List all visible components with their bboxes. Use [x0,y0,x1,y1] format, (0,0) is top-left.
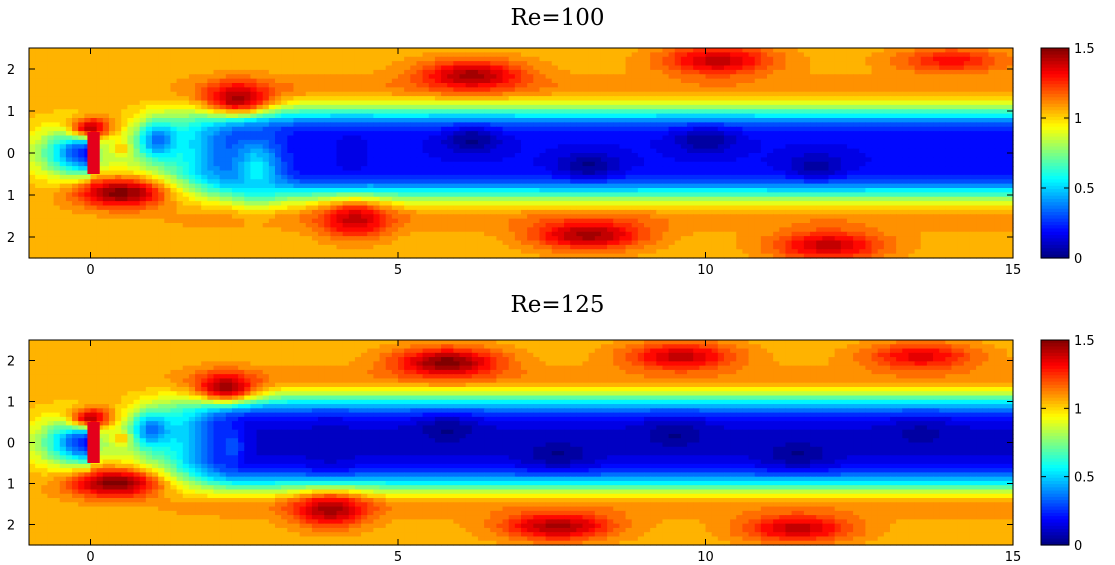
colorbar [1041,340,1069,546]
colorbar-tick-label: 0.5 [1074,182,1095,197]
x-tick-label: 0 [86,550,94,565]
panel-re100: Re=100 0 5 10 15 2 1 0 1 2 0 0.5 1 1.5 [7,5,1095,278]
cylinder-obstacle [87,132,100,174]
colorbar-tick-label: 1 [1074,402,1082,417]
contour-field [29,340,1014,546]
y-tick-label: 2 [7,519,15,534]
y-tick-label: 2 [7,63,15,78]
y-tick-label: 1 [7,189,15,204]
x-tick-label: 0 [86,263,94,278]
colorbar-tick-label: 0.5 [1074,471,1095,486]
colorbar-tick-label: 1.5 [1074,334,1095,349]
plot-title: Re=125 [510,292,605,318]
y-tick-label: 0 [7,147,15,162]
y-tick-label: 1 [7,396,15,411]
colorbar-tick-label: 1 [1074,112,1082,127]
colorbar-tick-label: 1.5 [1074,42,1095,57]
x-tick-label: 5 [394,550,402,565]
y-tick-label: 0 [7,437,15,452]
contour-field [29,48,1014,259]
x-tick-label: 15 [1005,550,1022,565]
x-tick-label: 15 [1005,263,1022,278]
y-tick-label: 2 [7,231,15,246]
colorbar-tick-label: 0 [1074,539,1082,554]
x-tick-label: 5 [394,263,402,278]
y-tick-label: 1 [7,478,15,493]
colorbar-frame [1040,339,1070,546]
y-tick-label: 2 [7,355,15,370]
plot-title: Re=100 [510,5,605,31]
panel-re125: Re=125 0 5 10 15 2 1 0 1 2 0 0.5 1 1.5 [0,283,1115,565]
colorbar-frame [1040,47,1070,259]
colorbar-tick-label: 0 [1074,252,1082,267]
cylinder-obstacle [87,422,100,463]
colorbar [1041,48,1069,259]
x-tick-label: 10 [697,550,714,565]
y-tick-label: 1 [7,105,15,120]
x-tick-label: 10 [697,263,714,278]
